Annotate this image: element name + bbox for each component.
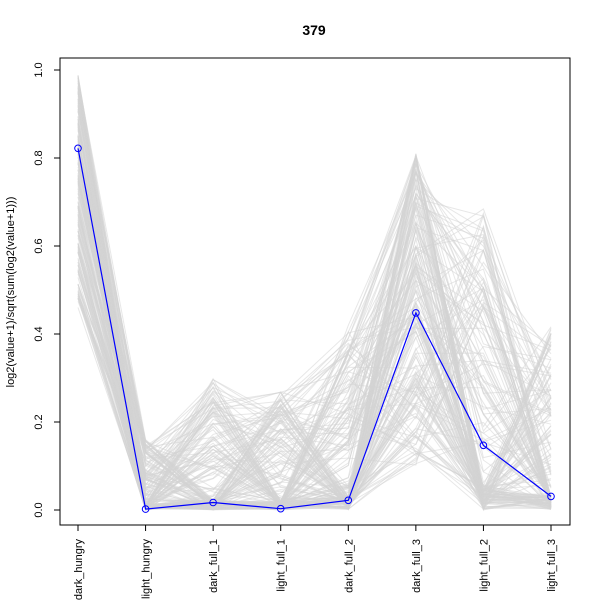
background-series-line: [77, 243, 552, 508]
highlight-point: [209, 498, 217, 507]
background-series-line: [77, 100, 552, 511]
highlight-point: [74, 144, 82, 153]
x-tick-label: dark_full_2: [343, 539, 355, 593]
background-series-line: [77, 106, 552, 507]
y-axis: 0.0 0.2 0.4 0.6 0.8 1.0: [33, 62, 60, 518]
highlight-point: [344, 496, 353, 505]
highlight-series-group: [74, 144, 555, 513]
background-series-line: [77, 163, 552, 510]
x-axis: dark_hungry light_hungry dark_full_1 light_…: [73, 525, 558, 600]
x-tick-label: light_hungry: [141, 539, 153, 599]
background-series-line: [77, 206, 552, 511]
background-series-line: [77, 104, 552, 510]
background-series-line: [77, 201, 552, 508]
highlight-point: [141, 505, 150, 513]
background-series-line: [77, 207, 552, 508]
background-series-line: [77, 249, 552, 509]
chart-title: 379: [302, 22, 326, 38]
background-series-line: [77, 187, 552, 507]
x-tick-label: dark_full_3: [411, 539, 423, 593]
background-series-line: [77, 284, 552, 511]
background-series-line: [77, 125, 552, 507]
background-series-line: [77, 156, 552, 510]
y-tick-label: 1.0: [33, 62, 45, 77]
background-series-line: [77, 95, 552, 508]
plot-frame: [59, 57, 571, 526]
background-series-line: [77, 172, 552, 510]
highlight-point: [412, 309, 420, 317]
background-series-line: [77, 258, 552, 510]
x-tick-label: light_full_2: [478, 539, 490, 592]
y-tick-label: 0.4: [33, 326, 45, 341]
y-axis-label: log2(value+1)/sqrt(sum(log2(value+1))): [5, 197, 17, 388]
highlight-series-line: [77, 148, 552, 510]
background-series-line: [77, 153, 552, 505]
background-lines-group: [77, 75, 552, 512]
highlight-point: [547, 492, 555, 501]
x-tick-label: dark_hungry: [73, 539, 85, 600]
background-series-line: [77, 177, 552, 508]
highlight-point: [276, 504, 285, 513]
background-series-line: [77, 158, 552, 510]
background-series-line: [77, 193, 552, 500]
x-tick-label: light_full_3: [546, 539, 558, 592]
y-tick-label: 0.8: [33, 150, 45, 165]
background-series-line: [77, 171, 552, 507]
x-tick-label: dark_full_1: [208, 539, 220, 593]
x-tick-label: light_full_1: [276, 539, 288, 592]
highlight-point: [479, 441, 488, 450]
y-tick-label: 0.2: [33, 414, 45, 429]
y-tick-label: 0.0: [33, 502, 45, 517]
y-tick-label: 0.6: [33, 238, 45, 253]
